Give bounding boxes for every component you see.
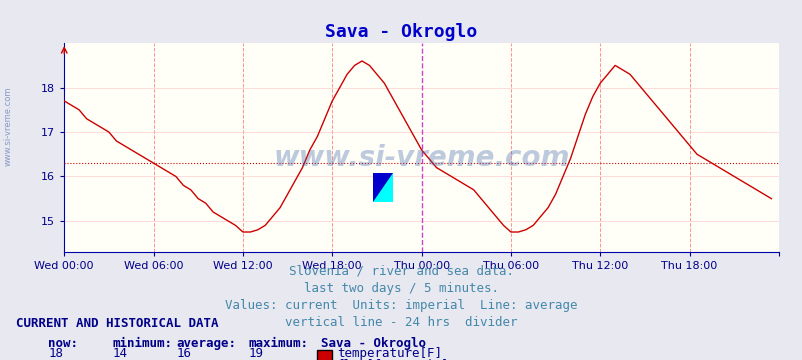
Text: vertical line - 24 hrs  divider: vertical line - 24 hrs divider [285,316,517,329]
Text: 14: 14 [112,347,128,360]
Text: flow[foot3/min]: flow[foot3/min] [337,358,449,360]
Text: Values: current  Units: imperial  Line: average: Values: current Units: imperial Line: av… [225,299,577,312]
Text: Slovenia / river and sea data.: Slovenia / river and sea data. [289,265,513,278]
Text: www.si-vreme.com: www.si-vreme.com [273,144,569,172]
Text: Sava - Okroglo: Sava - Okroglo [321,337,426,350]
Text: 19: 19 [249,347,264,360]
Text: minimum:: minimum: [112,337,172,350]
Text: temperature[F]: temperature[F] [337,347,442,360]
Text: -nan: -nan [48,358,78,360]
Text: 18: 18 [48,347,63,360]
Text: -nan: -nan [176,358,206,360]
Text: CURRENT AND HISTORICAL DATA: CURRENT AND HISTORICAL DATA [16,317,218,330]
Text: now:: now: [48,337,78,350]
Text: -nan: -nan [112,358,142,360]
Text: www.si-vreme.com: www.si-vreme.com [3,86,13,166]
Text: last two days / 5 minutes.: last two days / 5 minutes. [304,282,498,295]
Polygon shape [373,173,393,202]
Text: Sava - Okroglo: Sava - Okroglo [325,23,477,41]
Text: maximum:: maximum: [249,337,309,350]
Text: 16: 16 [176,347,192,360]
Polygon shape [373,173,393,202]
Text: -nan: -nan [249,358,278,360]
Text: average:: average: [176,337,237,350]
